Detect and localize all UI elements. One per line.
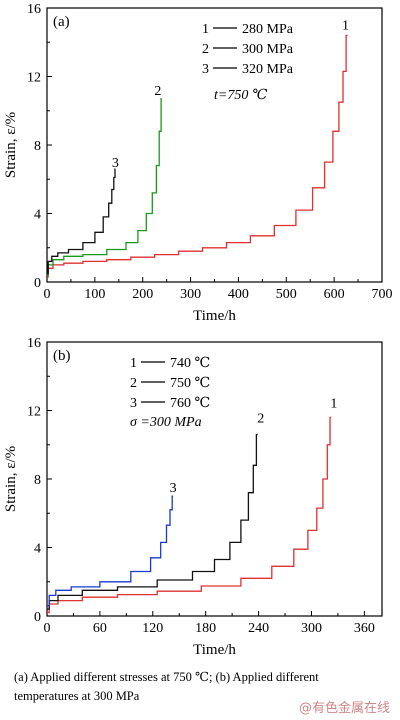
chart0-legend-label-1: 280 MPa [242, 22, 294, 37]
chart0-x-tick-label: 700 [372, 287, 393, 302]
chart1-series-1-label: 1 [330, 396, 337, 411]
chart0-plot-frame [46, 7, 383, 283]
chart1-legend-label-2: 750 ℃ [170, 376, 210, 391]
chart0-legend-label-3: 320 MPa [242, 62, 294, 77]
chart1-series-3-line [47, 495, 174, 607]
watermark: @有色金属在线 [298, 701, 390, 716]
chart0-panel-label: (a) [53, 14, 70, 30]
chart-panel-b: 0 60 120 180 240 300 360 0 4 8 12 16 Time/h Strain, ε… [0, 334, 400, 664]
chart1-condition-annotation: σ =300 MPa [130, 415, 202, 430]
chart-panel-a: 0 100 200 300 400 500 600 700 0 4 8 12 16 Time/h Strai… [0, 0, 400, 330]
chart0-x-tick-label: 600 [324, 287, 345, 302]
chart0-x-tick-label: 500 [276, 287, 297, 302]
chart1-series-2-label: 2 [257, 411, 264, 426]
chart0-y-tick-label: 16 [27, 2, 41, 17]
chart0-series-3-line [47, 168, 116, 275]
chart1-legend-number-2: 2 [130, 376, 137, 391]
chart1-y-tick-label: 4 [34, 542, 41, 557]
chart0-x-tick-label: 300 [180, 287, 201, 302]
chart0-series-2-line [47, 98, 162, 276]
chart0-x-axis-label: Time/h [193, 308, 236, 324]
chart1-x-tick-label: 240 [248, 621, 269, 636]
chart1-legend-label-3: 760 ℃ [170, 396, 210, 411]
chart0-legend-label-2: 300 MPa [242, 42, 294, 57]
chart-a-svg: 0 100 200 300 400 500 600 7000481216Time/hStrai… [3, 2, 393, 324]
chart0-legend-number-3: 3 [202, 62, 209, 77]
chart0-x-tick-label: 200 [132, 287, 153, 302]
chart1-x-tick-label: 180 [195, 621, 216, 636]
chart1-y-axis-label: Strain, ε/% [3, 446, 19, 512]
chart0-x-tick-label: 0 [44, 287, 51, 302]
chart1-x-tick-label: 300 [301, 621, 322, 636]
caption-line-2: temperatures at 300 MPa [14, 689, 140, 703]
chart0-series-1-label: 1 [342, 18, 349, 33]
chart0-y-axis-label: Strain, ε/% [3, 112, 19, 178]
chart1-x-tick-label: 360 [354, 621, 375, 636]
chart1-y-tick-label: 12 [27, 405, 41, 420]
chart0-legend-number-1: 1 [202, 22, 209, 37]
chart1-series-2-line [47, 433, 258, 610]
chart0-x-tick-label: 100 [84, 287, 105, 302]
figure-caption: (a) Applied different stresses at 750 ℃;… [14, 668, 394, 706]
chart1-x-tick-label: 60 [93, 621, 107, 636]
chart0-series-2-label: 2 [154, 84, 161, 99]
chart0-series-1-line [47, 34, 348, 278]
chart1-legend-number-1: 1 [130, 356, 137, 371]
chart0-y-tick-label: 12 [27, 71, 41, 86]
chart0-series-3-label: 3 [112, 156, 119, 171]
chart0-x-tick-label: 400 [228, 287, 249, 302]
chart1-x-tick-label: 120 [142, 621, 163, 636]
chart0-y-tick-label: 4 [34, 208, 41, 223]
caption-line-1: (a) Applied different stresses at 750 ℃;… [14, 670, 319, 684]
chart1-x-axis-label: Time/h [193, 642, 236, 658]
chart1-y-tick-label: 0 [34, 610, 41, 625]
chart1-x-tick-label: 0 [44, 621, 51, 636]
chart1-series-3-label: 3 [170, 481, 177, 496]
chart1-y-tick-label: 16 [27, 336, 41, 351]
chart1-series-1-line [47, 416, 331, 614]
chart0-condition-annotation: t=750 ℃ [214, 88, 268, 103]
chart1-legend-label-1: 740 ℃ [170, 356, 210, 371]
chart0-y-tick-label: 8 [34, 139, 41, 154]
chart1-legend-number-3: 3 [130, 396, 137, 411]
chart1-panel-label: (b) [53, 348, 71, 364]
chart1-plot-frame [46, 341, 383, 617]
chart0-legend-number-2: 2 [202, 42, 209, 57]
chart1-y-tick-label: 8 [34, 473, 41, 488]
chart0-y-tick-label: 0 [34, 276, 41, 291]
